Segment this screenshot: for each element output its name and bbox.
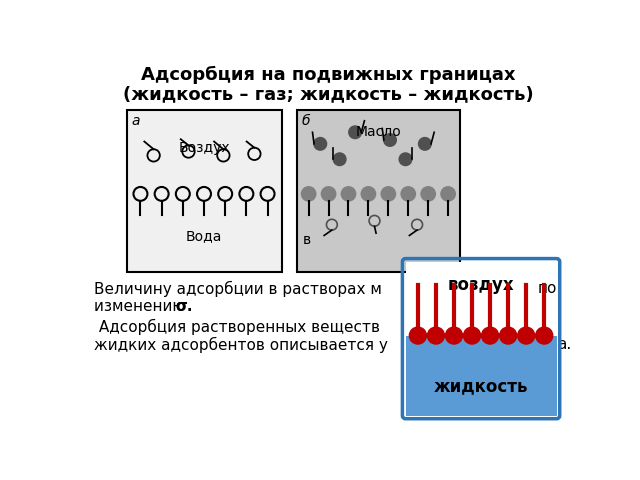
- FancyBboxPatch shape: [406, 262, 557, 336]
- Circle shape: [401, 187, 415, 201]
- Circle shape: [384, 134, 396, 146]
- Circle shape: [518, 327, 534, 344]
- Circle shape: [463, 327, 481, 344]
- Text: воздух: воздух: [448, 276, 515, 294]
- Text: a: a: [131, 114, 140, 128]
- Text: жидких адсорбентов описывается у: жидких адсорбентов описывается у: [94, 337, 388, 353]
- Circle shape: [481, 327, 499, 344]
- Circle shape: [349, 126, 362, 138]
- Text: Адсорбция растворенных веществ: Адсорбция растворенных веществ: [94, 319, 380, 335]
- Circle shape: [428, 327, 444, 344]
- Circle shape: [536, 327, 553, 344]
- Text: б: б: [301, 114, 310, 128]
- Text: Воздух: Воздух: [178, 142, 230, 156]
- Circle shape: [381, 187, 396, 201]
- Text: Адсорбция на подвижных границах: Адсорбция на подвижных границах: [141, 65, 515, 84]
- FancyBboxPatch shape: [127, 110, 282, 272]
- Circle shape: [441, 187, 455, 201]
- Text: в: в: [303, 233, 311, 247]
- Circle shape: [410, 327, 426, 344]
- Circle shape: [301, 187, 316, 201]
- Circle shape: [500, 327, 516, 344]
- Text: Величину адсорбции в растворах м: Величину адсорбции в растворах м: [94, 280, 382, 297]
- Circle shape: [421, 187, 435, 201]
- Text: изменению: изменению: [94, 299, 190, 314]
- FancyBboxPatch shape: [297, 110, 460, 272]
- Circle shape: [362, 187, 376, 201]
- Circle shape: [419, 138, 431, 150]
- Circle shape: [445, 327, 463, 344]
- Text: по: по: [537, 281, 557, 296]
- Text: Вода: Вода: [186, 229, 222, 243]
- Circle shape: [321, 187, 335, 201]
- Circle shape: [399, 153, 412, 166]
- Circle shape: [333, 153, 346, 166]
- Text: жидкость: жидкость: [434, 377, 528, 396]
- Text: Масло: Масло: [355, 124, 401, 139]
- Text: σ.: σ.: [175, 299, 193, 314]
- FancyBboxPatch shape: [406, 336, 557, 416]
- Text: а.: а.: [557, 337, 571, 352]
- Text: (жидкость – газ; жидкость – жидкость): (жидкость – газ; жидкость – жидкость): [123, 85, 533, 104]
- Circle shape: [342, 187, 355, 201]
- Circle shape: [314, 138, 326, 150]
